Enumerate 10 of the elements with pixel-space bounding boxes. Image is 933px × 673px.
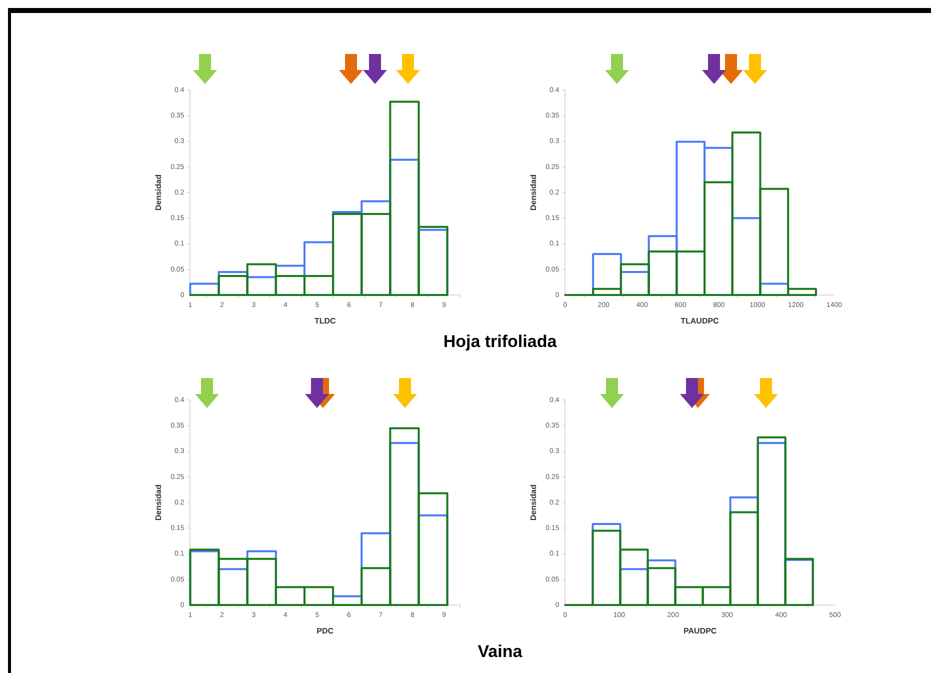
x-axis-title: PDC <box>316 626 334 636</box>
x-axis-title: PAUDPC <box>684 626 717 636</box>
text: Vaina <box>476 642 524 662</box>
y-axis-title: Densidad <box>154 174 164 211</box>
x-axis-title: TLAUDPC <box>680 316 720 326</box>
y-axis-title: Densidad <box>529 174 538 211</box>
y-axis-title: Densidad <box>529 484 538 521</box>
y-axis-title: Densidad <box>154 484 164 521</box>
text: Hoja trifoliada <box>442 332 558 352</box>
x-axis-title: TLDC <box>314 316 336 326</box>
